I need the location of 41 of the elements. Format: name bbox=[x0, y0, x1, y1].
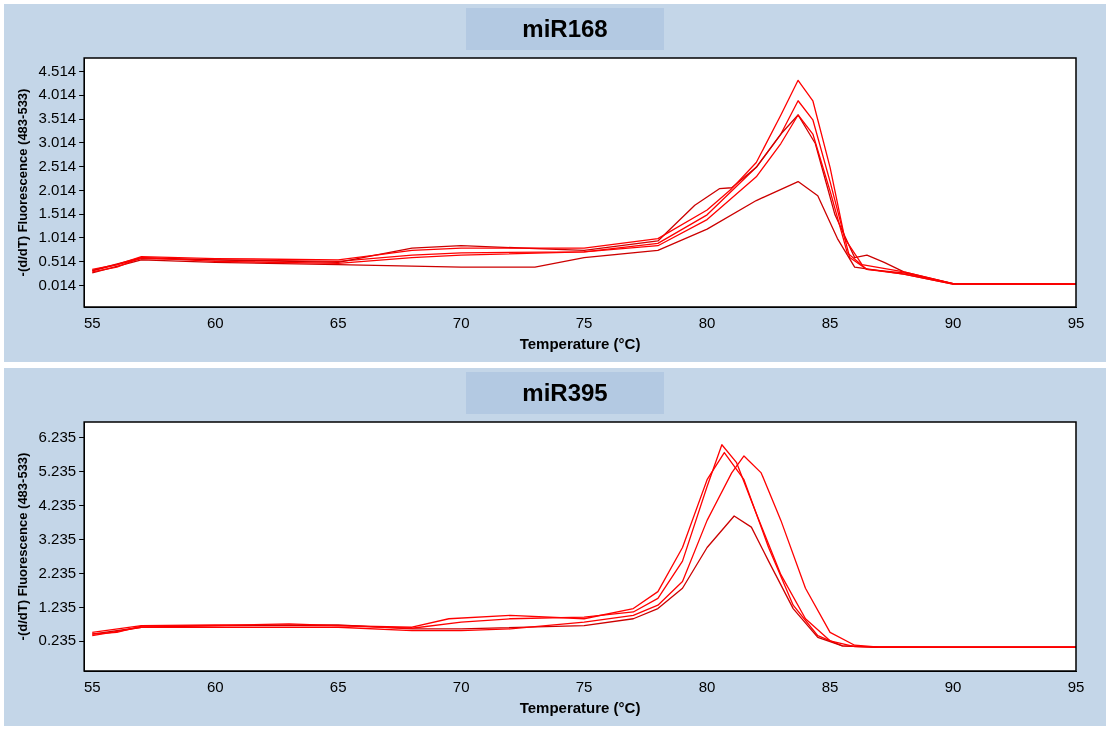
y-tick-label: 4.514 bbox=[38, 61, 77, 79]
x-tick-label: 75 bbox=[575, 314, 593, 332]
chart-title: miR395 bbox=[466, 372, 664, 414]
y-tick-label: 3.514 bbox=[38, 109, 77, 127]
y-tick-label: 0.514 bbox=[38, 251, 77, 269]
y-tick-label: 0.235 bbox=[38, 631, 77, 649]
x-tick-label: 95 bbox=[1067, 314, 1085, 332]
y-tick-label: 2.014 bbox=[38, 180, 77, 198]
y-tick-label: 3.014 bbox=[38, 133, 77, 151]
x-tick-label: 55 bbox=[83, 314, 101, 332]
x-tick-label: 55 bbox=[83, 678, 101, 696]
x-tick-label: 60 bbox=[206, 314, 224, 332]
y-tick-label: 4.014 bbox=[38, 85, 77, 103]
x-tick-label: 70 bbox=[452, 678, 470, 696]
y-tick-label: 0.014 bbox=[38, 275, 77, 293]
y-tick-label: 1.514 bbox=[38, 204, 77, 222]
x-tick-label: 85 bbox=[821, 678, 839, 696]
y-tick-label: 1.235 bbox=[38, 597, 77, 615]
x-tick-label: 70 bbox=[452, 314, 470, 332]
x-tick-label: 90 bbox=[944, 314, 962, 332]
x-tick-label: 85 bbox=[821, 314, 839, 332]
x-tick-label: 65 bbox=[329, 314, 347, 332]
y-tick-label: 4.235 bbox=[38, 495, 77, 513]
y-axis-title: -(d/dT) Fluorescence (483-533) bbox=[15, 452, 31, 641]
y-tick-label: 5.235 bbox=[38, 461, 77, 479]
x-tick-label: 90 bbox=[944, 678, 962, 696]
x-tick-label: 95 bbox=[1067, 678, 1085, 696]
x-axis-title: Temperature (°C) bbox=[519, 335, 641, 353]
y-tick-label: 2.235 bbox=[38, 563, 77, 581]
y-tick-label: 6.235 bbox=[38, 427, 77, 445]
x-tick-label: 80 bbox=[698, 314, 716, 332]
x-tick-label: 75 bbox=[575, 678, 593, 696]
y-axis-title: -(d/dT) Fluorescence (483-533) bbox=[15, 88, 31, 277]
x-axis-title: Temperature (°C) bbox=[519, 699, 641, 717]
y-tick-label: 2.514 bbox=[38, 156, 77, 174]
x-tick-label: 80 bbox=[698, 678, 716, 696]
x-tick-label: 60 bbox=[206, 678, 224, 696]
chart-title: miR168 bbox=[466, 8, 664, 50]
y-tick-label: 3.235 bbox=[38, 529, 77, 547]
y-tick-label: 1.014 bbox=[38, 228, 77, 246]
x-tick-label: 65 bbox=[329, 678, 347, 696]
